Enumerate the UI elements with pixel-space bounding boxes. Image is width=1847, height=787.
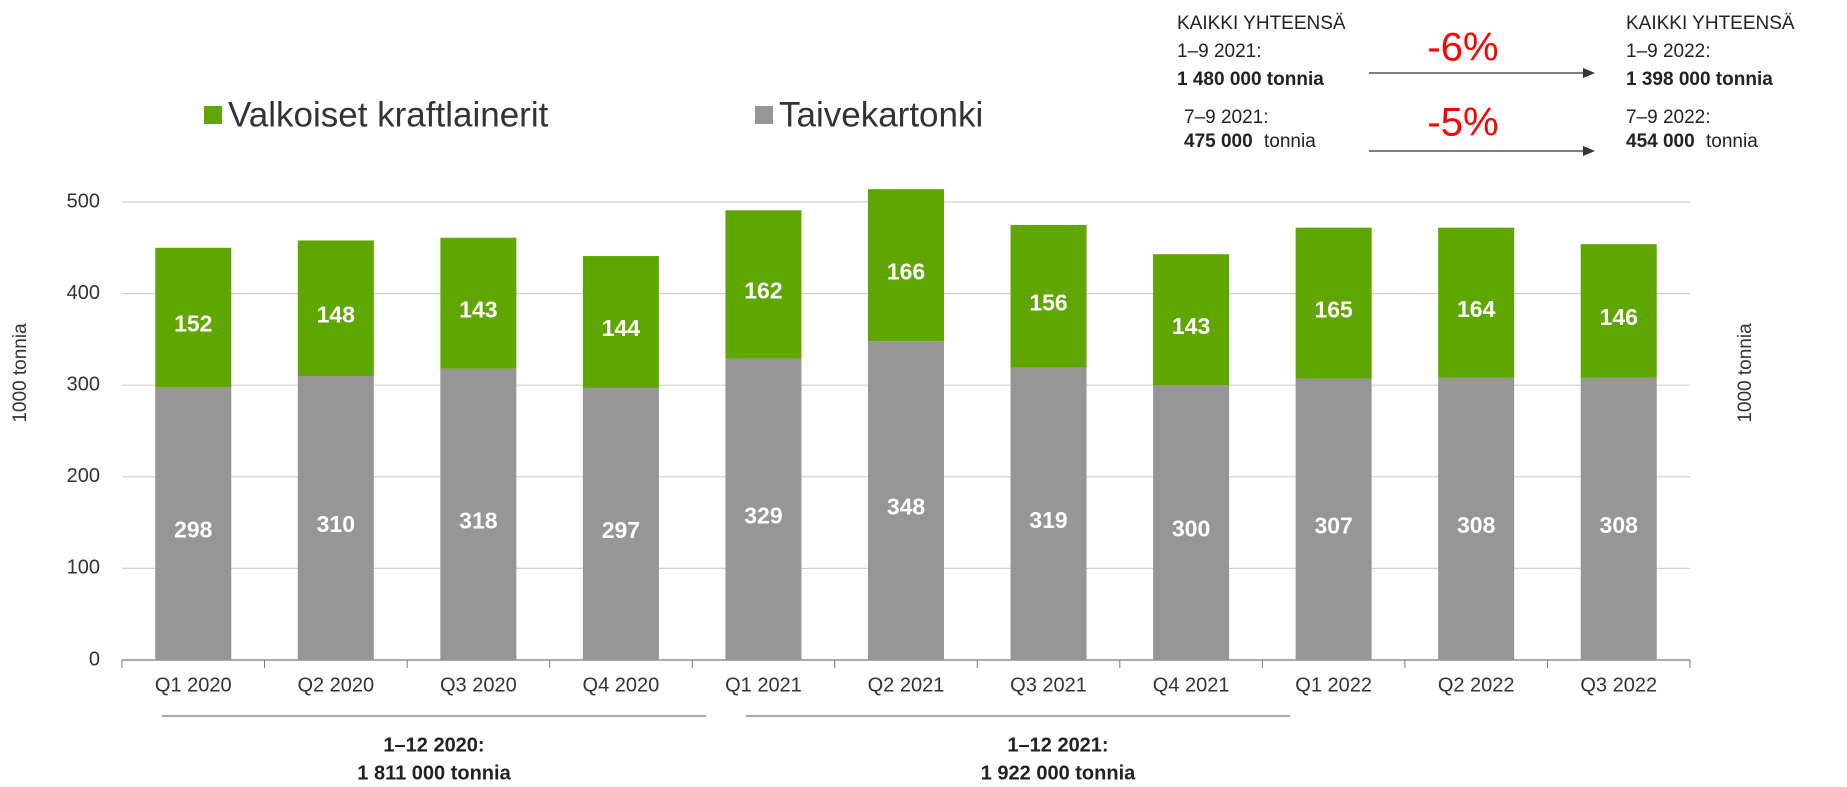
annotation: 1–9 2022: [1626, 41, 1711, 62]
value-label: 348 [887, 494, 926, 520]
value-label: 319 [1029, 507, 1067, 533]
y-tick-label: 500 [67, 190, 100, 212]
x-tick-label: Q1 2022 [1295, 674, 1372, 696]
value-label: 165 [1314, 296, 1353, 322]
value-label: 298 [174, 517, 213, 543]
x-tick-label: Q3 2022 [1580, 674, 1657, 696]
legend-swatch [204, 106, 222, 124]
annotation: -5% [1427, 101, 1498, 145]
bar-segment [1153, 254, 1230, 386]
bar-segment [155, 247, 232, 388]
y-tick-label: 0 [89, 648, 100, 670]
bar-segment [155, 387, 232, 660]
bar-segment [1295, 378, 1372, 660]
value-label: 166 [887, 258, 925, 284]
value-label: 308 [1457, 512, 1496, 538]
annotation: 1–12 2020: [383, 734, 484, 756]
annotation: 1–9 2021: [1177, 41, 1262, 62]
bar-segment [725, 210, 802, 359]
value-label: 144 [602, 315, 641, 341]
value-label: 152 [174, 310, 212, 336]
bar-segment [868, 341, 944, 660]
bar-segment [1438, 227, 1515, 378]
bar-segment [297, 240, 374, 377]
bar-segment [440, 237, 517, 369]
value-label: 307 [1314, 512, 1352, 538]
bar-segment [1580, 244, 1657, 378]
value-label: 143 [459, 296, 497, 322]
x-tick-label: Q2 2020 [297, 674, 374, 696]
value-label: 164 [1457, 296, 1496, 322]
x-tick-label: Q3 2020 [440, 674, 517, 696]
y-tick-label: 400 [67, 282, 100, 304]
annotation: 7–9 2021: [1184, 107, 1269, 128]
y2-axis-label: 1000 tonnia [1735, 323, 1756, 423]
y-tick-label: 200 [67, 465, 100, 487]
bar-segment [868, 189, 944, 342]
bar-segment [1295, 227, 1372, 379]
annotation: -6% [1427, 26, 1498, 70]
bar-segment [440, 368, 517, 660]
annotation: 1 398 000 tonnia [1626, 69, 1773, 90]
x-tick-label: Q1 2020 [155, 674, 232, 696]
bar-segment [1010, 224, 1087, 368]
annotation: tonnia [1264, 131, 1316, 152]
arrow-head [1583, 146, 1595, 156]
value-label: 329 [744, 502, 782, 528]
value-label: 308 [1600, 512, 1639, 538]
annotation: 1 480 000 tonnia [1177, 69, 1324, 90]
bar-segment [1580, 377, 1657, 660]
annotation: 454 000 [1626, 131, 1695, 152]
legend-swatch [755, 106, 773, 124]
legend-label: Valkoiset kraftlainerit [228, 95, 549, 134]
x-tick-label: Q2 2022 [1438, 674, 1515, 696]
bar-segment [725, 358, 802, 660]
annotation: KAIKKI YHTEENSÄ [1626, 13, 1795, 34]
annotation: tonnia [1706, 131, 1758, 152]
annotation: 1 811 000 tonnia [357, 762, 511, 784]
x-tick-label: Q3 2021 [1010, 674, 1087, 696]
value-label: 297 [602, 517, 640, 543]
bar-segment [1153, 385, 1230, 660]
x-tick-label: Q4 2021 [1153, 674, 1230, 696]
bar-segment [582, 387, 659, 660]
arrow-head [1583, 68, 1595, 78]
y-axis-label: 1000 tonnia [10, 323, 31, 423]
value-label: 143 [1172, 313, 1210, 339]
value-label: 318 [459, 507, 498, 533]
annotation: 1 922 000 tonnia [981, 762, 1136, 784]
value-label: 162 [744, 278, 782, 304]
value-label: 156 [1029, 289, 1067, 315]
x-tick-label: Q2 2021 [868, 674, 945, 696]
bar-segment [1010, 367, 1087, 660]
y-tick-label: 100 [67, 557, 100, 579]
x-tick-label: Q1 2021 [725, 674, 802, 696]
value-label: 300 [1172, 516, 1210, 542]
bar-segment [297, 376, 374, 660]
y-tick-label: 300 [67, 373, 100, 395]
value-label: 310 [317, 511, 355, 537]
annotation: 1–12 2021: [1007, 734, 1108, 756]
legend-label: Taivekartonki [779, 95, 983, 134]
annotation: 475 000 [1184, 131, 1253, 152]
value-label: 146 [1600, 304, 1638, 330]
value-label: 148 [317, 301, 356, 327]
bar-segment [1438, 377, 1515, 660]
x-tick-label: Q4 2020 [583, 674, 660, 696]
annotation: KAIKKI YHTEENSÄ [1177, 13, 1346, 34]
annotation: 7–9 2022: [1626, 107, 1711, 128]
bar-segment [582, 256, 659, 388]
